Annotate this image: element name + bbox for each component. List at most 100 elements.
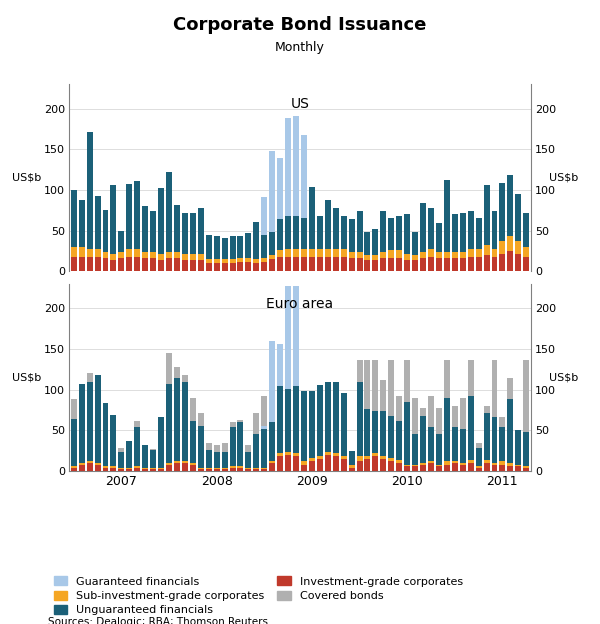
Bar [221,452,227,468]
Bar [221,468,227,469]
Bar [150,211,156,252]
Bar [341,393,347,456]
Bar [166,353,172,471]
Bar [293,257,299,271]
Bar [373,411,379,453]
Text: Sources: Dealogic; RBA; Thomson Reuters: Sources: Dealogic; RBA; Thomson Reuters [48,617,268,624]
Bar [269,255,275,259]
Bar [158,253,164,260]
Bar [420,409,426,471]
Bar [95,257,101,271]
Bar [388,461,394,471]
Bar [103,466,109,468]
Bar [190,421,196,463]
Bar [349,252,355,258]
Bar [166,172,172,252]
Bar [349,451,355,465]
Bar [364,232,370,255]
Bar [388,250,394,258]
Bar [230,427,236,466]
Bar [238,261,244,271]
Bar [214,468,220,469]
Bar [127,183,133,248]
Bar [269,461,275,463]
Bar [245,452,251,468]
Bar [198,412,204,471]
Bar [198,468,204,469]
Bar [142,469,148,471]
Bar [95,375,101,463]
Bar [444,359,450,471]
Bar [317,257,323,271]
Bar [198,253,204,260]
Bar [190,260,196,271]
Bar [206,259,212,263]
Bar [174,205,180,252]
Bar [333,208,338,248]
Bar [86,461,92,463]
Bar [325,248,331,257]
Bar [134,257,140,271]
Bar [484,406,490,471]
Bar [238,236,244,258]
Bar [253,412,259,471]
Bar [95,463,101,465]
Bar [206,442,212,471]
Bar [404,465,410,466]
Bar [71,190,77,247]
Bar [476,248,482,257]
Bar [436,258,442,271]
Bar [388,258,394,271]
Bar [230,422,236,471]
Bar [484,245,490,255]
Bar [301,257,307,271]
Bar [269,232,275,255]
Bar [182,213,188,253]
Bar [452,427,458,461]
Bar [238,466,244,468]
Bar [166,258,172,271]
Bar [499,461,505,465]
Bar [71,466,77,468]
Bar [420,416,426,463]
Bar [95,196,101,248]
Bar [499,253,505,271]
Text: US$b: US$b [13,173,41,183]
Bar [523,359,529,471]
Bar [182,253,188,260]
Bar [373,457,379,471]
Text: US$b: US$b [13,373,41,383]
Bar [412,260,418,271]
Bar [245,258,251,261]
Bar [150,252,156,258]
Bar [253,222,259,259]
Bar [499,417,505,471]
Bar [95,465,101,471]
Bar [245,468,251,469]
Bar [253,434,259,468]
Bar [412,466,418,471]
Bar [396,421,402,460]
Bar [508,399,514,463]
Bar [293,116,299,216]
Bar [412,434,418,465]
Bar [499,183,505,241]
Bar [206,469,212,471]
Bar [325,257,331,271]
Bar [71,468,77,471]
Bar [444,461,450,465]
Bar [309,458,315,461]
Bar [523,466,529,468]
Bar [253,468,259,469]
Bar [388,218,394,250]
Bar [142,445,148,468]
Bar [166,465,172,471]
Bar [277,453,283,457]
Bar [158,469,164,471]
Bar [412,465,418,466]
Bar [373,359,379,471]
Bar [245,445,251,471]
Bar [285,119,291,216]
Bar [460,258,466,271]
Bar [508,251,514,271]
